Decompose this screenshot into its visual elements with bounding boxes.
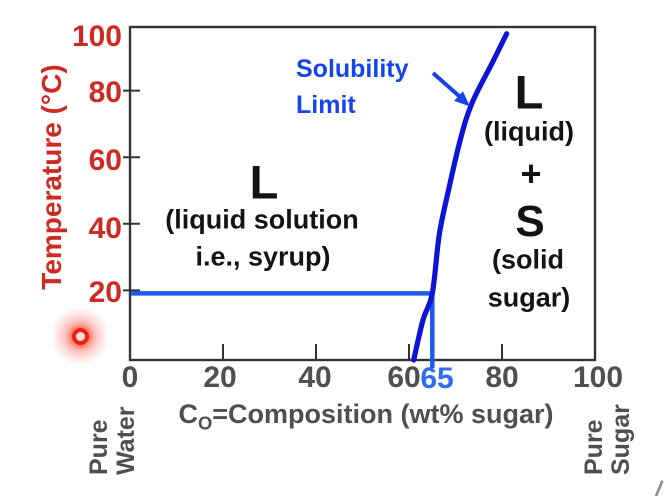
region-right-symbol-L: L	[514, 65, 544, 119]
x-tick-label-80: 80	[485, 361, 519, 394]
y-tick-label-60: 60	[88, 144, 122, 177]
laser-pointer-dot-icon	[72, 328, 89, 345]
region-left-desc-line2: i.e., syrup)	[195, 241, 331, 272]
region-right-desc-solid-line1: (solid	[492, 244, 564, 275]
region-left-symbol-L: L	[249, 155, 279, 209]
pure-sugar-line1: Pure	[580, 419, 608, 475]
pure-water-line2: Water	[112, 406, 140, 475]
y-axis-title: Temperature (°C)	[36, 64, 67, 290]
x-axis-title-base: C	[178, 399, 198, 429]
pure-sugar-line2: Sugar	[607, 404, 635, 475]
region-right-desc-liquid: (liquid)	[484, 116, 574, 147]
region-right-plus: +	[520, 153, 542, 194]
x-tick-label-40: 40	[298, 361, 332, 394]
x-tick-label-60: 60	[387, 361, 421, 394]
x-axis-title-sub: O	[197, 412, 213, 434]
region-left-desc-line1: (liquid solution	[165, 204, 359, 235]
x-tick-label-0: 0	[121, 361, 139, 394]
y-tick-label-80: 80	[88, 76, 122, 109]
solubility-limit-line1: Solubility	[296, 55, 409, 83]
y-tick-label-40: 40	[88, 212, 122, 245]
x-axis-title: CO=Composition (wt% sugar)	[178, 397, 553, 440]
x-axis-title-rest: =Composition (wt% sugar)	[212, 399, 554, 429]
axis-endpoint-pure-sugar: Pure Sugar	[580, 387, 637, 475]
y-tick-label-20: 20	[88, 276, 122, 309]
solubility-limit-line2: Limit	[296, 91, 356, 119]
y-tick-label-100: 100	[71, 20, 122, 53]
axis-endpoint-pure-water: Pure Water	[85, 387, 142, 475]
tie-line-composition-label: 65	[420, 362, 454, 395]
x-tick-label-20: 20	[203, 361, 237, 394]
solubility-limit-annotation: Solubility Limit	[296, 51, 409, 123]
pure-water-line1: Pure	[85, 419, 113, 475]
x-tick-label-100: 100	[572, 361, 624, 394]
region-right-symbol-S: S	[515, 197, 545, 246]
region-right-desc-solid-line2: sugar)	[487, 282, 571, 313]
